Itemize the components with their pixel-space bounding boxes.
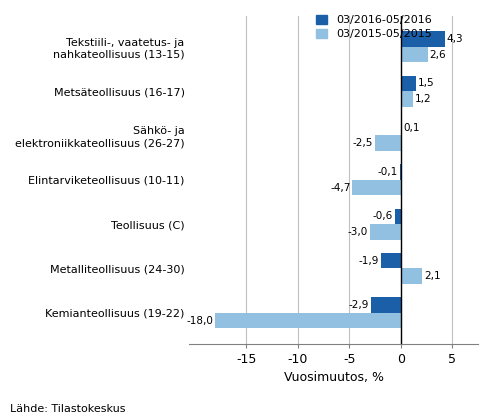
Bar	[352, 180, 401, 196]
Text: 1,2: 1,2	[415, 94, 431, 104]
Bar	[400, 164, 401, 180]
Bar	[370, 224, 401, 240]
Text: -2,5: -2,5	[352, 138, 373, 148]
Text: -0,1: -0,1	[378, 167, 398, 177]
Text: 2,6: 2,6	[429, 50, 446, 59]
Bar	[381, 253, 401, 268]
Bar	[401, 31, 445, 47]
Text: 0,1: 0,1	[404, 123, 420, 133]
Text: -2,9: -2,9	[349, 300, 369, 310]
Legend: 03/2016-05/2016, 03/2015-05/2015: 03/2016-05/2016, 03/2015-05/2015	[316, 15, 432, 39]
Bar	[401, 268, 423, 284]
Bar	[371, 297, 401, 313]
Bar	[401, 91, 413, 106]
Bar	[394, 208, 401, 224]
Text: Lähde: Tilastokeskus: Lähde: Tilastokeskus	[10, 404, 125, 414]
Bar	[401, 76, 416, 91]
Bar	[401, 47, 427, 62]
Bar	[401, 120, 402, 136]
Bar	[215, 313, 401, 328]
Text: -18,0: -18,0	[186, 315, 213, 325]
X-axis label: Vuosimuutos, %: Vuosimuutos, %	[284, 371, 384, 384]
Text: 1,5: 1,5	[418, 79, 435, 89]
Bar	[375, 136, 401, 151]
Text: -3,0: -3,0	[348, 227, 368, 237]
Text: 2,1: 2,1	[424, 271, 441, 281]
Text: -0,6: -0,6	[372, 211, 393, 221]
Text: -4,7: -4,7	[330, 183, 351, 193]
Text: -1,9: -1,9	[359, 256, 379, 266]
Text: 4,3: 4,3	[447, 34, 463, 44]
